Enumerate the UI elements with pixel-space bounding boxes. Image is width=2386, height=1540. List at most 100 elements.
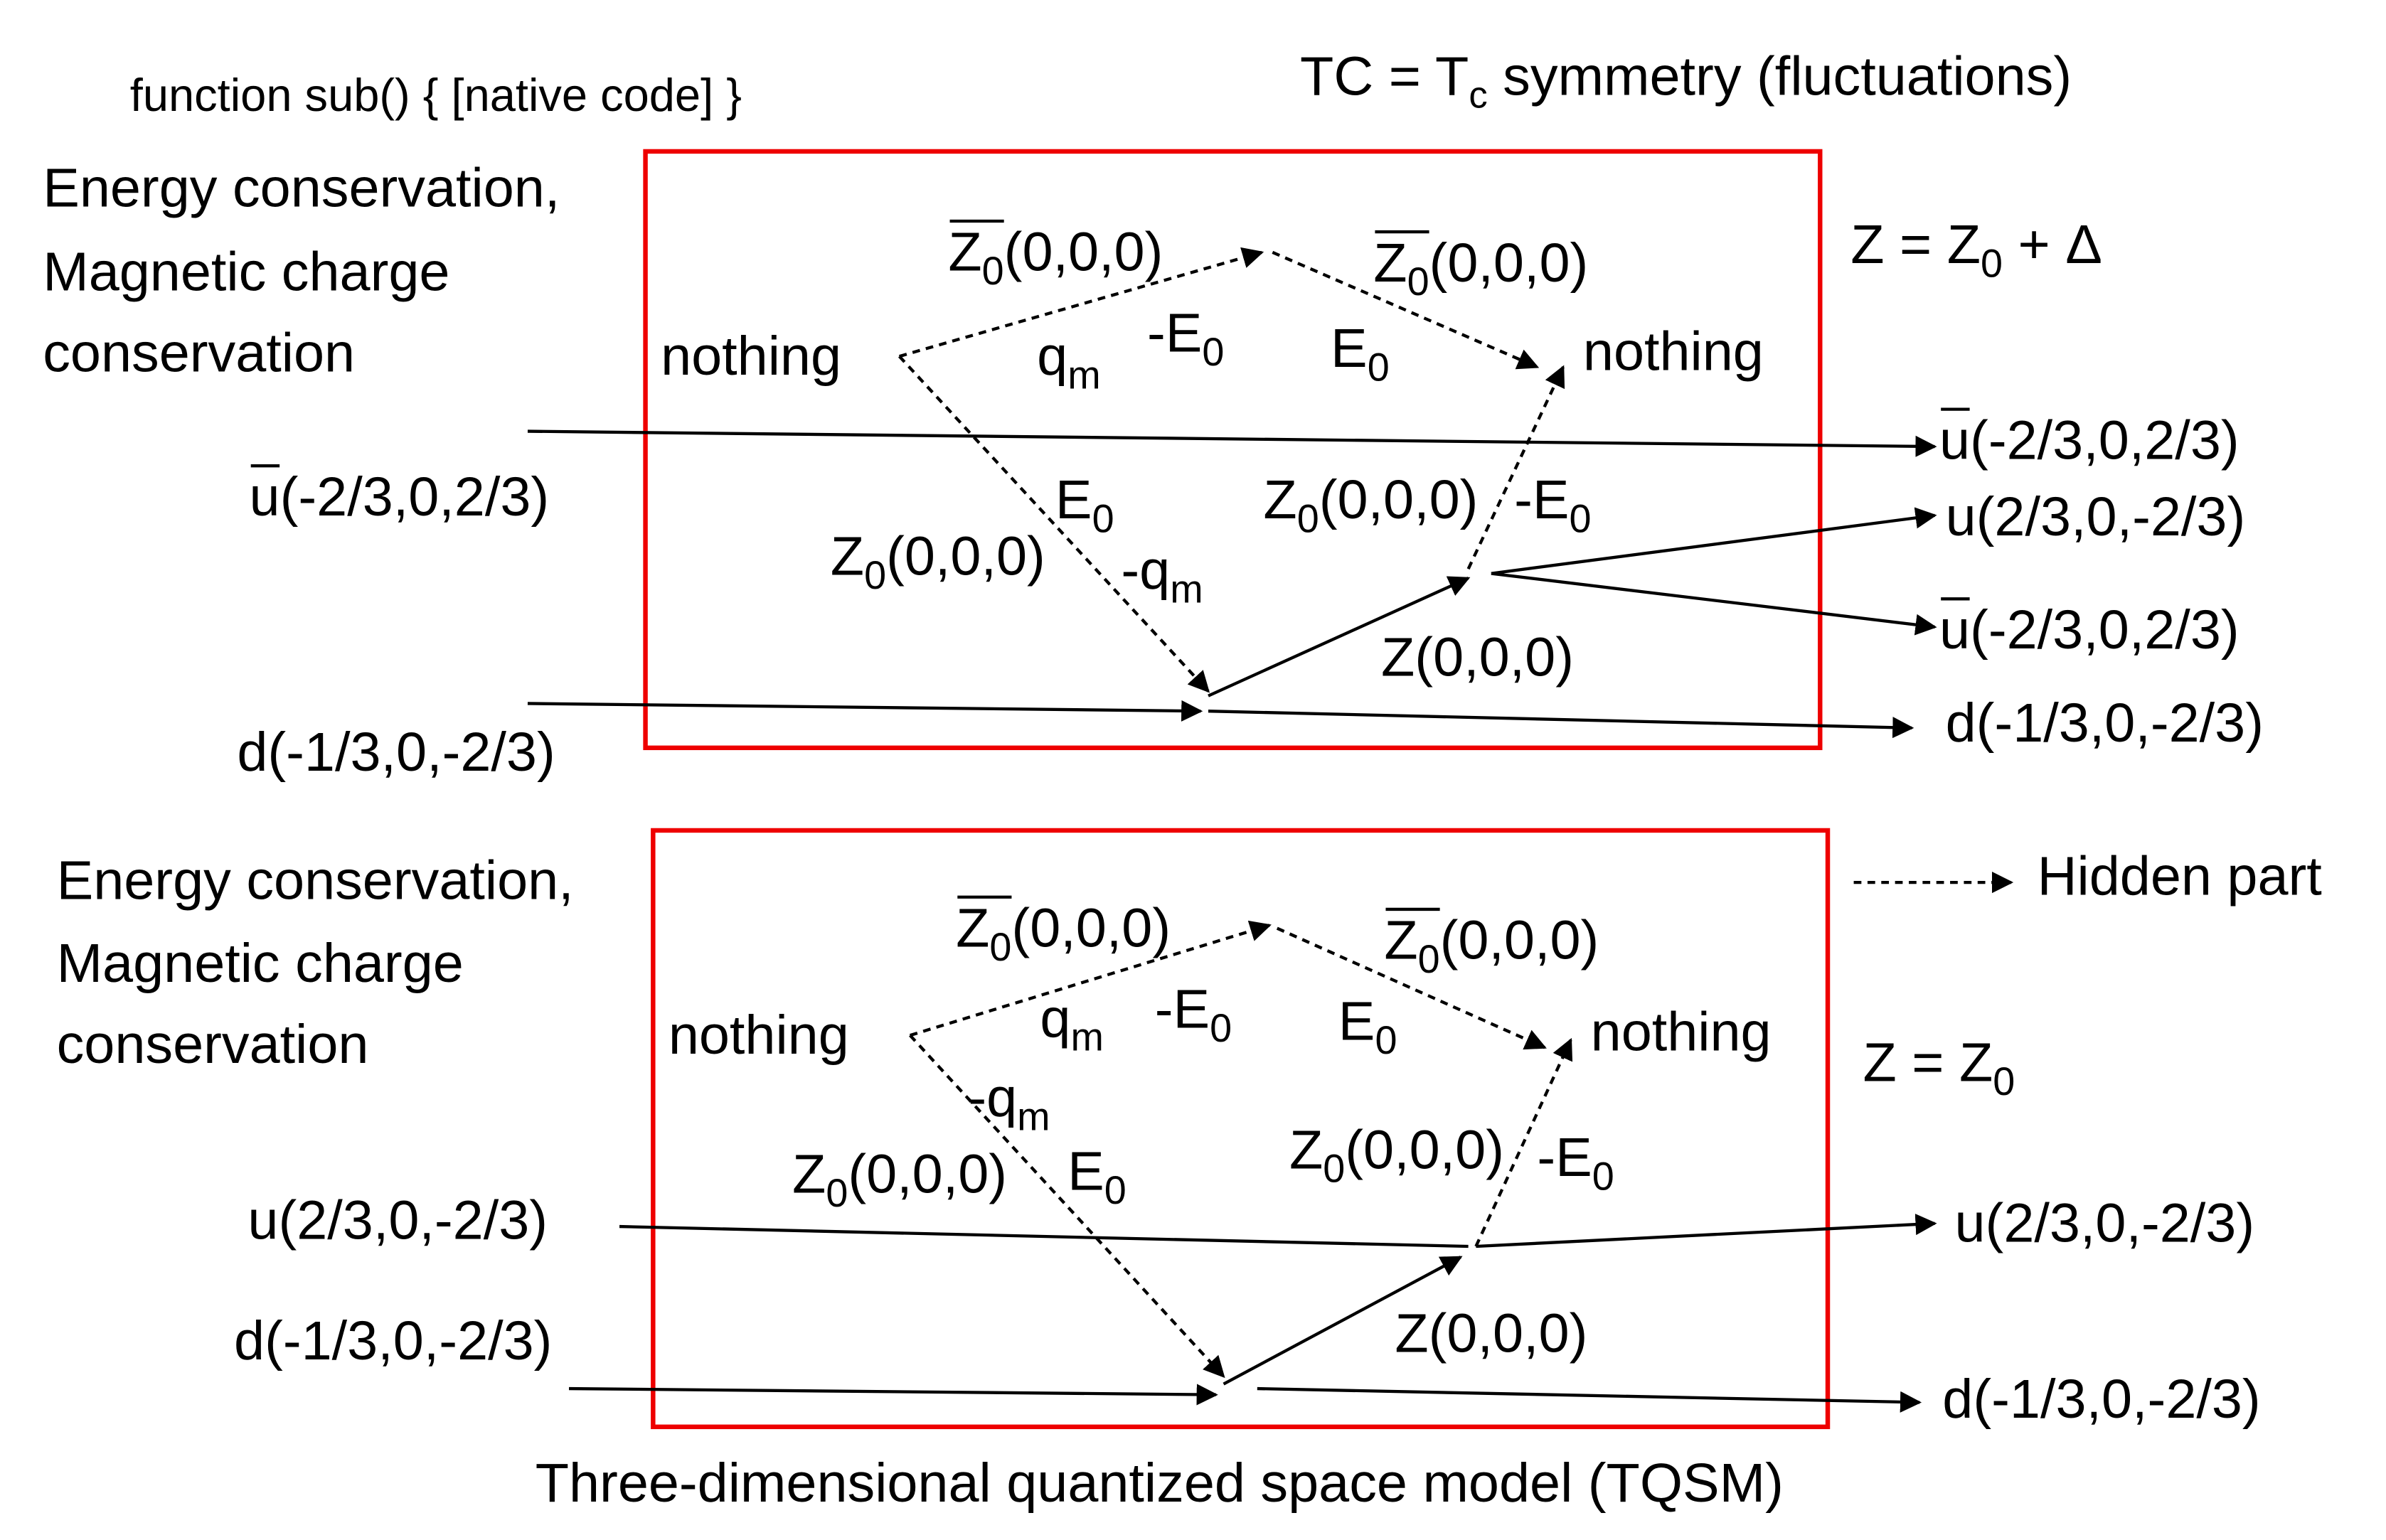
node-label-main: Z <box>1263 469 1296 530</box>
node-label-tail: (0,0,0) <box>1345 1119 1504 1180</box>
node-label-main: E <box>1331 318 1368 379</box>
node-label-main: d(-1/3,0,-2/3) <box>1946 693 2264 754</box>
note: Z = Z0 <box>1863 1032 2015 1103</box>
node-label-tail: (0,0,0) <box>1319 469 1479 530</box>
node-label: E0 <box>1331 318 1390 389</box>
node-label: u(-2/3,0,2/3) <box>250 466 550 528</box>
node-label-main: -E <box>1514 469 1569 530</box>
node-label-sub: 0 <box>1210 1006 1232 1050</box>
node-label-sub: 0 <box>989 925 1011 969</box>
node-label-sub: 0 <box>1407 260 1429 304</box>
node-label-main: u(-2/3,0,2/3) <box>1939 599 2239 661</box>
node-label: -qm <box>1121 540 1203 611</box>
node-label-sub: 0 <box>1323 1147 1345 1191</box>
node-label: -E0 <box>1155 978 1232 1049</box>
node-label: nothing <box>661 326 841 387</box>
subtitle-tail: symmetry (fluctuations) <box>1488 46 2072 107</box>
heading-line: Energy conservation, <box>43 157 560 218</box>
node-label-main: nothing <box>1591 1002 1772 1063</box>
node-label: -E0 <box>1147 303 1224 374</box>
node-label: d(-1/3,0,-2/3) <box>234 1310 552 1371</box>
node-label-sub: 0 <box>1104 1168 1127 1212</box>
node-label: Z0(0,0,0) <box>956 897 1171 968</box>
node-label-main: nothing <box>661 326 841 387</box>
node-label-sub: 0 <box>864 553 886 597</box>
note-main: Z = Z <box>1863 1032 1993 1093</box>
subtitle-sub: c <box>1469 75 1487 117</box>
panel-box <box>643 149 1823 751</box>
node-label: Z0(0,0,0) <box>1263 469 1478 540</box>
node-label-sub: 0 <box>826 1171 848 1215</box>
note-sub: 0 <box>1981 241 2003 285</box>
subtitle: TC = Tc symmetry (fluctuations) <box>1300 46 2072 116</box>
node-label-main: -q <box>968 1067 1017 1128</box>
node-label: qm <box>1037 326 1100 397</box>
node-label-main: Z <box>956 897 989 958</box>
panel-box <box>651 828 1831 1430</box>
node-label: Z0(0,0,0) <box>1384 910 1599 981</box>
node-label-main: d(-1/3,0,-2/3) <box>237 722 555 783</box>
note-sub: 0 <box>1993 1059 2015 1103</box>
node-label-tail: (0,0,0) <box>1004 222 1163 283</box>
node-label-main: E <box>1055 469 1092 530</box>
title-sub: function sub() { [native code] } <box>130 69 742 121</box>
node-label-sub: 0 <box>1297 497 1319 541</box>
node-label: nothing <box>669 1005 849 1066</box>
arrows <box>527 247 2014 1413</box>
node-label-main: Z <box>1289 1119 1323 1180</box>
node-label-main: Z <box>1384 910 1417 971</box>
note-tail: + Δ <box>2003 214 2102 275</box>
footer: Three-dimensional quantized space model … <box>536 1453 1784 1514</box>
node-label-sub: m <box>1067 353 1100 397</box>
node-label-main: -E <box>1147 303 1202 364</box>
node-label-sub: 0 <box>982 249 1004 293</box>
node-label-main: E <box>1067 1140 1104 1202</box>
node-label-main: Z(0,0,0) <box>1381 627 1574 688</box>
node-label-sub: m <box>1170 567 1203 611</box>
node-label-sub: 0 <box>1092 497 1114 541</box>
node-label-main: Z <box>831 526 864 587</box>
node-label: d(-1/3,0,-2/3) <box>237 722 555 783</box>
node-label: u(-2/3,0,2/3) <box>1939 599 2239 661</box>
node-label: -E0 <box>1537 1127 1614 1198</box>
node-label-main: u(2/3,0,-2/3) <box>1946 486 2246 547</box>
node-label-main: d(-1/3,0,-2/3) <box>1942 1369 2260 1430</box>
node-label: d(-1/3,0,-2/3) <box>1942 1369 2260 1430</box>
node-label-main: Z <box>792 1144 826 1205</box>
node-label-main: u(2/3,0,-2/3) <box>1955 1193 2255 1254</box>
node-label: Z(0,0,0) <box>1381 627 1574 688</box>
node-label: E0 <box>1067 1140 1127 1212</box>
node-label-tail: (0,0,0) <box>1440 910 1599 971</box>
node-label-sub: 0 <box>1375 1018 1397 1062</box>
node-label-sub: 0 <box>1570 497 1592 541</box>
node-label-main: -q <box>1121 540 1170 601</box>
node-label: u(2/3,0,-2/3) <box>247 1189 548 1251</box>
node-label-sub: 0 <box>1368 346 1390 390</box>
node-label-tail: (0,0,0) <box>1011 897 1171 958</box>
heading-line: Magnetic charge <box>57 933 464 994</box>
node-label: E0 <box>1338 991 1397 1062</box>
heading-line: conservation <box>43 323 355 384</box>
node-label-tail: (0,0,0) <box>848 1144 1007 1205</box>
note: Z = Z0 + Δ <box>1850 214 2102 285</box>
node-label: -qm <box>968 1067 1050 1138</box>
node-label: u(2/3,0,-2/3) <box>1955 1193 2255 1254</box>
node-label-main: q <box>1040 988 1070 1049</box>
node-label-sub: m <box>1070 1015 1103 1059</box>
title: function sub() { [native code] } <box>130 69 742 121</box>
node-label: d(-1/3,0,-2/3) <box>1946 693 2264 754</box>
node-label: Z0(0,0,0) <box>1289 1119 1504 1190</box>
node-label-main: nothing <box>1583 321 1764 383</box>
node-label-tail: (0,0,0) <box>886 526 1045 587</box>
subtitle-main: TC = T <box>1300 46 1469 107</box>
node-label: nothing <box>1591 1002 1772 1063</box>
legend-label: Hidden part <box>2038 845 2322 907</box>
node-label-tail: (0,0,0) <box>1429 232 1589 294</box>
node-label-main: d(-1/3,0,-2/3) <box>234 1310 552 1371</box>
node-label-main: -E <box>1537 1127 1592 1188</box>
node-label: Z0(0,0,0) <box>792 1144 1007 1215</box>
node-label: Z0(0,0,0) <box>1373 232 1588 304</box>
node-label: Z(0,0,0) <box>1395 1303 1587 1364</box>
